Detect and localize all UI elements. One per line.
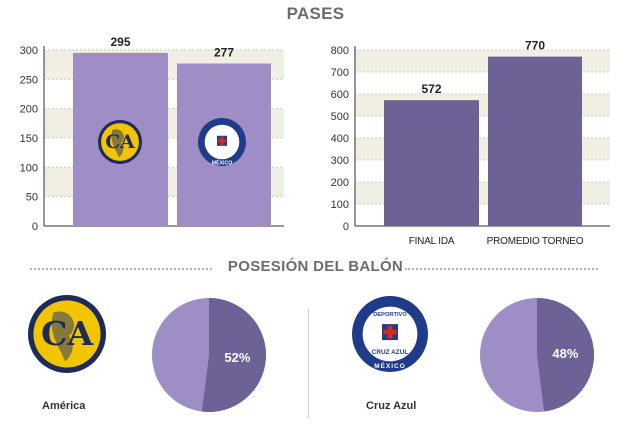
crest-map — [111, 129, 124, 158]
y-tick-label: 600 — [331, 89, 349, 101]
bar-chart-2: 0 100 200 300 400 500 600 700 800 572 FINAL IDA 770… — [331, 39, 610, 247]
bar — [488, 56, 582, 226]
bar-value-label: 295 — [110, 35, 130, 49]
y-tick-label: 150 — [20, 133, 38, 145]
y-tick-label: 200 — [20, 104, 38, 116]
pie-percent-label: 52% — [224, 350, 250, 365]
y-tick-label: 50 — [26, 192, 38, 204]
section-divider-left — [30, 268, 212, 270]
y-tick-label: 700 — [331, 67, 349, 79]
y-tick-label: 100 — [20, 162, 38, 174]
x-category-label: PROMEDIO TORNEO — [487, 236, 584, 247]
passes-title: PASES — [286, 4, 345, 23]
pie-chart-2: 48% — [480, 298, 594, 412]
crest-bottom-text: MÉXICO — [212, 158, 233, 166]
y-tick-label: 800 — [331, 45, 349, 57]
crest-cross-h — [383, 329, 397, 335]
y-tick-label: 250 — [20, 74, 38, 86]
crest-mid-text: CRUZ AZUL — [372, 349, 409, 356]
crest-letters: CA — [105, 131, 135, 153]
y-tick-label: 100 — [331, 199, 349, 211]
pie-slice — [537, 298, 594, 412]
y-tick-label: 300 — [331, 155, 349, 167]
pie-percent-label: 48% — [552, 346, 578, 361]
section-divider-right — [405, 268, 598, 270]
x-category-label: FINAL IDA — [409, 236, 455, 247]
crest-bottom-text: MÉXICO — [374, 361, 405, 370]
pie-slice — [201, 298, 267, 412]
y-tick-label: 500 — [331, 111, 349, 123]
bar-value-label: 277 — [214, 45, 234, 59]
club-america-crest-icon: CA — [28, 295, 106, 373]
america-team-name: América — [42, 400, 86, 412]
pie-chart-1: 52% — [152, 298, 267, 412]
crest-top-text: DEPORTIVO — [373, 312, 407, 318]
y-tick-label: 0 — [343, 221, 349, 233]
club-america-crest-icon: CA — [98, 120, 142, 164]
cruz-azul-crest-icon: DEPORTIVO CRUZ AZUL MÉXICO — [352, 296, 428, 372]
possession-title: POSESIÓN DEL BALÓN — [227, 258, 404, 275]
crest-cross-h — [217, 139, 227, 143]
bar-value-label: 572 — [421, 82, 441, 96]
crest-letters: CA — [41, 314, 94, 353]
y-tick-label: 300 — [20, 45, 38, 57]
y-tick-label: 200 — [331, 177, 349, 189]
bar — [384, 100, 479, 226]
y-tick-label: 0 — [32, 221, 38, 233]
bar-value-label: 770 — [525, 39, 545, 53]
cruz-azul-crest-icon: MÉXICO — [198, 118, 246, 166]
y-tick-label: 400 — [331, 133, 349, 145]
crest-map — [51, 311, 75, 362]
team-separator — [308, 308, 309, 418]
cruz-azul-team-name: Cruz Azul — [366, 400, 417, 412]
